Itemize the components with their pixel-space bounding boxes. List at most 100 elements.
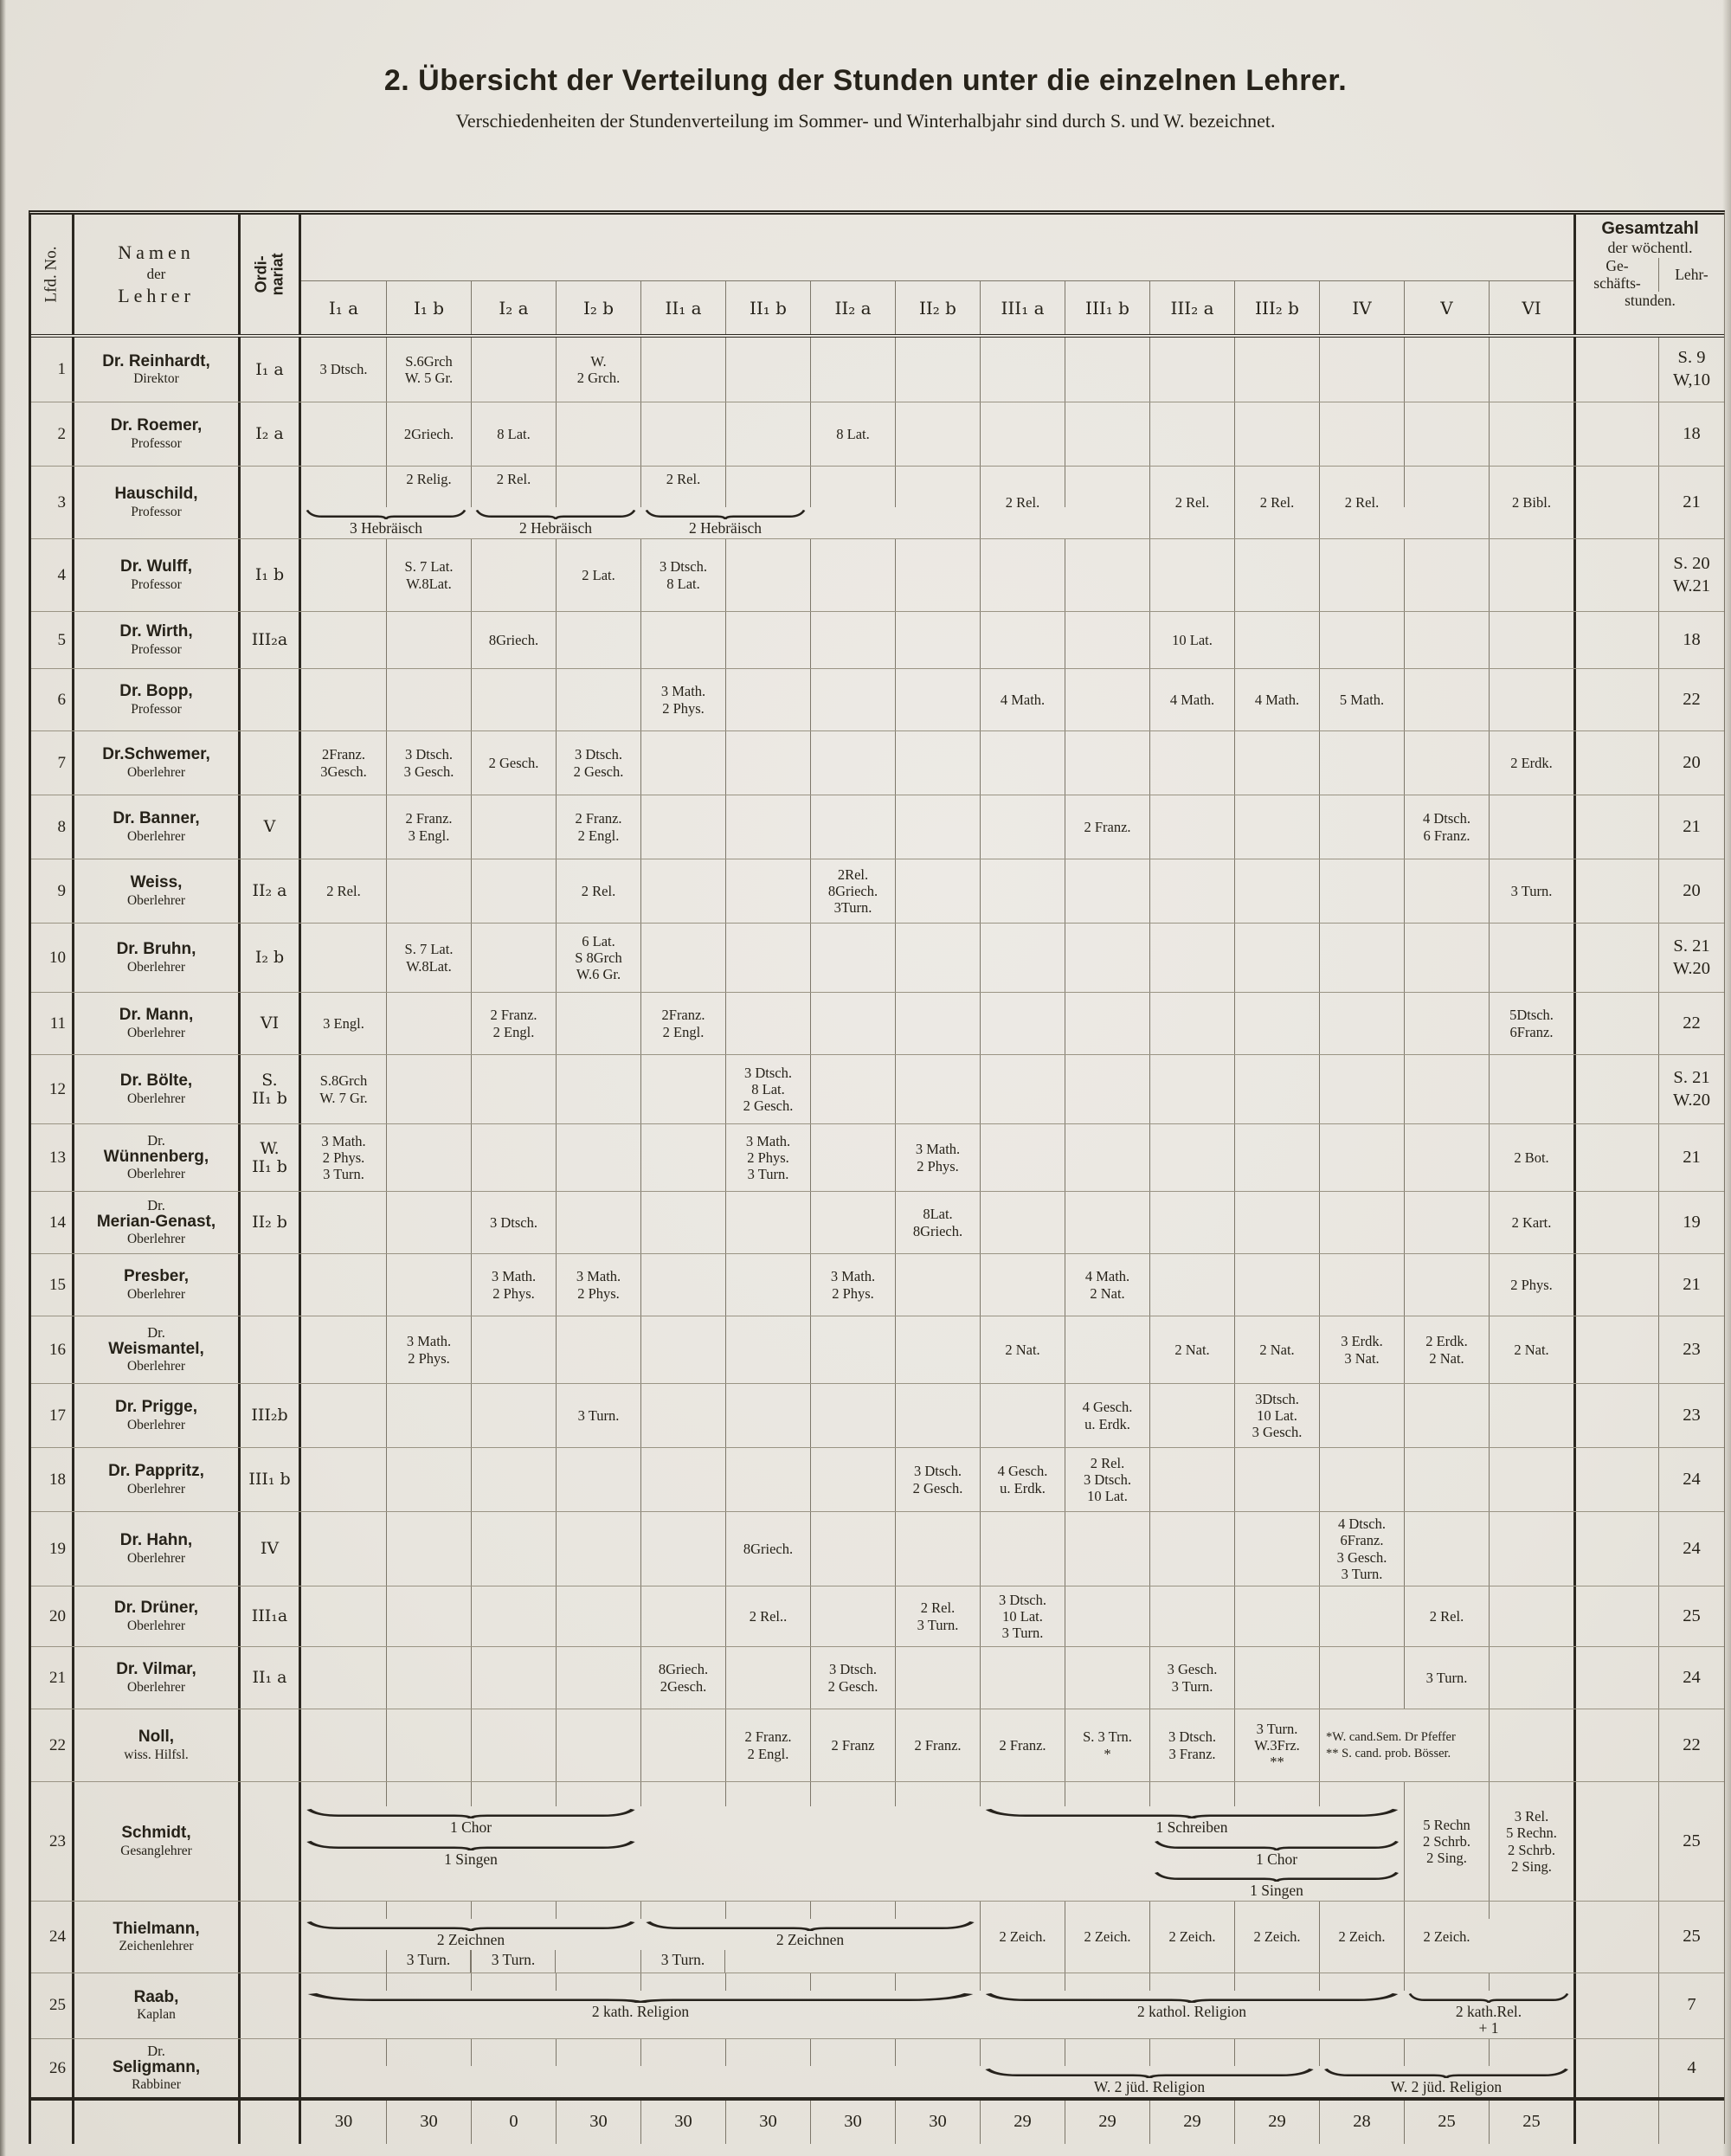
teacher-role: Oberlehrer	[126, 1618, 186, 1633]
lehrstunden-value: S. 21 W.20	[1659, 924, 1724, 992]
teacher-name-cell: Dr. Wulff, Professor	[74, 539, 241, 611]
total-cell: 4	[1573, 2039, 1724, 2097]
class-cell-line: 3 Turn.	[1001, 1625, 1044, 1642]
class-cell-line: 3 Turn.	[1510, 882, 1553, 899]
ordinariat-value: I₂ b	[254, 948, 285, 968]
brace-group: 1 Chor	[301, 1806, 640, 1837]
geschaeftsstunden-area	[1576, 1586, 1659, 1646]
lehrstunden-value: 22	[1659, 1709, 1724, 1781]
class-cell-I1b: S. 7 Lat. W.8Lat.	[386, 924, 471, 992]
class-cell-line: 10 Lat.	[1002, 1607, 1043, 1625]
brace-icon	[306, 1840, 635, 1850]
lehrstunden-value: 20	[1659, 859, 1724, 923]
class-cell-II2a	[810, 669, 895, 730]
class-cell-line: 2 Grch.	[576, 370, 621, 386]
class-cell-I1b	[386, 669, 471, 730]
class-cell-III2b: 2 Rel.	[1234, 467, 1319, 538]
brace-icon	[985, 2068, 1314, 2078]
class-cell-line: 2 Nat.	[1259, 1341, 1295, 1358]
geschaeftsstunden-area	[1576, 402, 1659, 466]
class-cell-line: 3Turn.	[833, 899, 872, 917]
class-cell-I2b: 3 Turn.	[556, 1384, 640, 1447]
class-cell-I1b	[386, 1586, 471, 1646]
teacher-name-cell: Dr. Weismantel, Oberlehrer	[74, 1316, 241, 1383]
geschaeftsstunden-area	[1576, 924, 1659, 992]
teacher-name: Dr. Mann,	[119, 1006, 194, 1025]
class-cell-II1a	[640, 1124, 725, 1191]
class-cell-line: 2 Zeich.	[1338, 1928, 1386, 1946]
class-cell-line: 10 Lat.	[1172, 631, 1213, 648]
class-cell-II2a	[810, 1448, 895, 1511]
class-cell-II2a	[810, 1512, 895, 1586]
brace-group: W. 2 jüd. Religion	[1319, 2066, 1573, 2097]
table-row: 25 Raab, Kaplan 2 kath. Religion 2 kathol. R…	[31, 1972, 1724, 2038]
class-cell-line: 4 Dtsch.	[1338, 1516, 1386, 1533]
class-cell-III1a	[980, 2039, 1065, 2066]
total-line: 7	[1687, 1995, 1696, 2015]
class-cell-II1a	[640, 1254, 725, 1316]
brace-group: 2 Hebräisch	[640, 507, 810, 538]
class-cell-line: W.8Lat.	[406, 957, 452, 975]
class-cell-II2a: 2 Franz	[810, 1709, 895, 1781]
class-cell-II2a	[810, 2039, 895, 2066]
class-cell-I2b	[556, 1512, 640, 1586]
ordinariat-cell: III₁a	[241, 1586, 301, 1646]
ordinariat-value: III₁ b	[248, 1470, 291, 1490]
class-cell-III1a	[980, 1782, 1065, 1807]
class-cell-I2b	[556, 612, 640, 668]
page-title: 2. Übersicht der Verteilung der Stunden …	[383, 64, 1348, 97]
class-cell-II2b	[895, 402, 980, 466]
class-cell-IV	[1319, 612, 1404, 668]
class-cell-line: 3 Turn.	[1256, 1720, 1298, 1737]
table-row: 17 Dr. Prigge, Oberlehrer III₂b 3 Turn. 4 Ges…	[31, 1383, 1724, 1447]
class-cell-I2a	[471, 338, 556, 402]
class-column-header-III1b: III₁ b	[1065, 281, 1149, 334]
ordinariat-cell: W. II₁ b	[241, 1124, 301, 1191]
total-cell: 23	[1573, 1384, 1724, 1447]
class-cell-line: 2 Rel.	[1259, 493, 1295, 511]
class-cell-I2a: 3 Dtsch.	[471, 1192, 556, 1253]
class-cell-V	[1404, 1512, 1489, 1586]
class-cell-II1b	[725, 1782, 810, 1807]
class-cell-VI	[1489, 1448, 1573, 1511]
class-cell-I1b	[386, 1902, 471, 1919]
teacher-name: Weiss,	[130, 873, 183, 892]
geschaeftsstunden-area	[1576, 1124, 1659, 1191]
class-cell-line: 8Griech.	[658, 1661, 709, 1678]
ordinariat-cell: III₁ b	[241, 1448, 301, 1511]
class-cell-line: 3 Engl.	[323, 1014, 364, 1032]
table-row: 5 Dr. Wirth, Professor III₂a 8Griech. 10 Lat.…	[31, 611, 1724, 668]
class-cell-I2a	[471, 1384, 556, 1447]
geschaeftsstunden-area	[1576, 338, 1659, 402]
class-cell-III1a	[980, 1124, 1065, 1191]
geschaeftsstunden-area	[1576, 1973, 1659, 2038]
class-cell-III1a	[980, 1254, 1065, 1316]
class-cell-II2a	[810, 1316, 895, 1383]
header-ordinariat-line: nariat	[268, 253, 286, 296]
class-cell-II1a: 2 Rel.	[640, 467, 725, 507]
class-cell-III2a: 4 Math.	[1149, 669, 1234, 730]
header-namen-line: Lehrer	[118, 285, 195, 306]
class-cell-III1a	[980, 1647, 1065, 1709]
teacher-role: Oberlehrer	[126, 1167, 186, 1182]
class-cell-III1a: 4 Gesch. u. Erdk.	[980, 1448, 1065, 1511]
class-cell-V	[1404, 669, 1489, 730]
teacher-role: Oberlehrer	[126, 1359, 186, 1374]
ordinariat-cell	[241, 2039, 301, 2097]
class-cell-II1b	[725, 2039, 810, 2066]
column-totals-row: 30 30 0 30 30 30 30 30 29 29 29 29 28 25 25	[31, 2097, 1724, 2144]
teacher-name-cell: Schmidt, Gesanglehrer	[74, 1782, 241, 1901]
class-cell-V	[1404, 612, 1489, 668]
teacher-role: wiss. Hilfsl.	[124, 1747, 189, 1762]
class-cell-VI	[1489, 924, 1573, 992]
class-cell-line: 3 Turn.	[917, 1616, 959, 1633]
class-cell-II2b	[895, 1902, 980, 1919]
class-cell-line: 3 Dtsch.	[829, 1661, 877, 1678]
teacher-name: Dr. Banner,	[113, 809, 200, 828]
teacher-name-cell: Dr. Hahn, Oberlehrer	[74, 1512, 241, 1586]
lehrstunden-value: 18	[1659, 612, 1724, 668]
class-cell-I1b	[386, 1647, 471, 1709]
class-cells: 3 Math. 2 Phys. 4 Math. 4 Math. 4 Math. 5 Mat…	[301, 669, 1573, 730]
class-column-header-I1b: I₁ b	[386, 281, 471, 334]
